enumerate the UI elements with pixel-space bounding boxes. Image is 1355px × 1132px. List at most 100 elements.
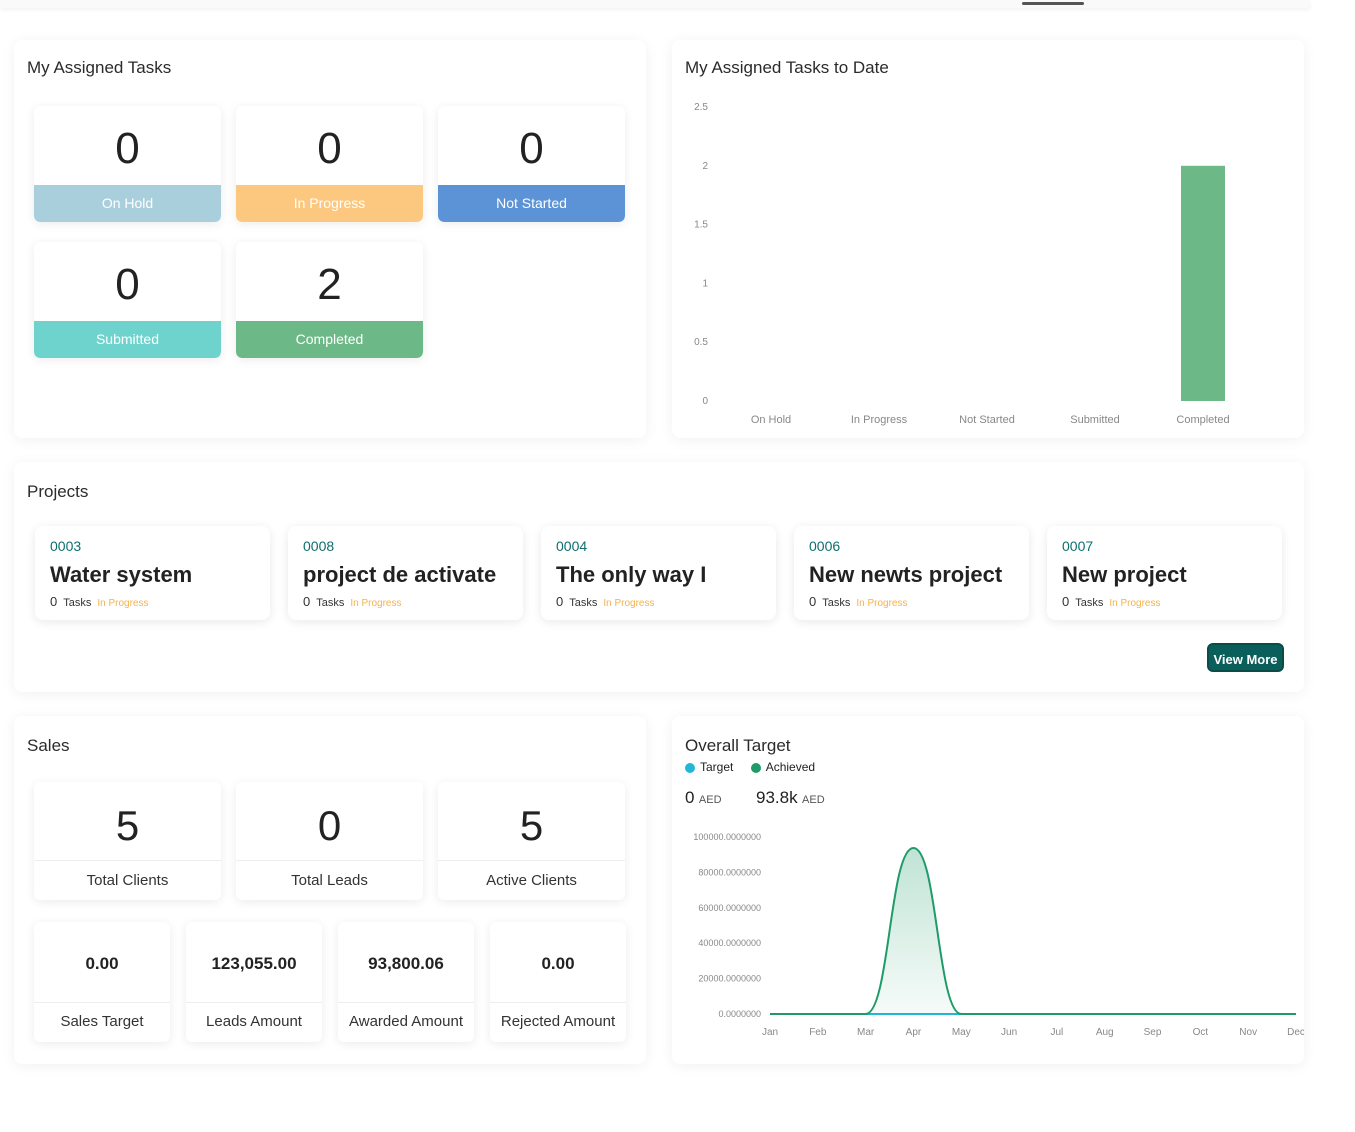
y-tick-label: 0	[702, 396, 708, 407]
x-tick-label: May	[952, 1027, 971, 1038]
legend-target-label: Target	[700, 760, 734, 774]
legend-item-achieved[interactable]: Achieved	[750, 760, 816, 774]
leads-amount-card[interactable]: 123,055.00 Leads Amount	[186, 922, 322, 1042]
sales-title: Sales	[27, 736, 70, 755]
y-tick-label: 1.5	[694, 220, 708, 231]
project-card[interactable]: 0003 Water system 0 Tasks In Progress	[35, 526, 270, 620]
bar-completed	[1181, 165, 1225, 401]
card-divider	[186, 1002, 322, 1003]
project-tasks-word: Tasks	[569, 597, 598, 609]
rejected-amount-card[interactable]: 0.00 Rejected Amount	[490, 922, 626, 1042]
completed-card[interactable]: 2 Completed	[236, 242, 423, 358]
x-tick-label: Jul	[1051, 1027, 1064, 1038]
y-tick-label: 0.5	[694, 337, 708, 348]
top-bar	[0, 0, 1310, 8]
project-card[interactable]: 0004 The only way I 0 Tasks In Progress	[541, 526, 776, 620]
target-legend-dot	[685, 762, 695, 773]
project-name: New newts project	[809, 562, 1003, 587]
x-tick-label: Oct	[1193, 1027, 1209, 1038]
awarded-amount-card[interactable]: 93,800.06 Awarded Amount	[338, 922, 474, 1042]
total-leads-value: 0	[317, 802, 342, 849]
project-task-count: 0	[50, 594, 58, 609]
submitted-label: Submitted	[34, 321, 221, 358]
x-tick-label: Aug	[1096, 1027, 1114, 1038]
project-card[interactable]: 0006 New newts project 0 Tasks In Progress	[794, 526, 1029, 620]
project-name: The only way I	[556, 562, 707, 587]
y-tick-label: 20000.0000000	[698, 974, 761, 984]
in-progress-label: In Progress	[236, 185, 423, 222]
in-progress-card[interactable]: 0 In Progress	[236, 106, 423, 222]
tasks-to-date-title: My Assigned Tasks to Date	[685, 58, 889, 77]
projects-panel: Projects 0003 Water system 0 Tasks In Prog…	[14, 462, 1304, 692]
target-totals: 0 AED 93.8k AED	[685, 788, 825, 808]
overall-target-chart: 0.0000000 20000.0000000 40000.0000000 60000…	[693, 832, 1304, 1038]
project-tasks-word: Tasks	[316, 597, 345, 609]
project-task-count: 0	[809, 594, 817, 609]
project-card[interactable]: 0008 project de activate 0 Tasks In Progre…	[288, 526, 523, 620]
total-clients-label: Total Clients	[86, 872, 169, 889]
project-meta: 0 Tasks In Progress	[809, 594, 908, 609]
submitted-count: 0	[115, 260, 140, 309]
awarded-amount-label: Awarded Amount	[349, 1013, 463, 1030]
project-code: 0008	[303, 538, 335, 554]
card-divider	[490, 1002, 626, 1003]
legend-achieved-label: Achieved	[765, 760, 816, 774]
completed-label: Completed	[236, 321, 423, 358]
project-status: In Progress	[97, 598, 149, 609]
y-tick-label: 0.0000000	[718, 1009, 761, 1019]
target-total-value: 0	[685, 788, 695, 807]
not-started-count: 0	[519, 124, 544, 173]
project-name: project de activate	[303, 562, 497, 587]
sales-target-card[interactable]: 0.00 Sales Target	[34, 922, 170, 1042]
x-tick-label: Completed	[1176, 414, 1229, 426]
project-card[interactable]: 0007 New project 0 Tasks In Progress	[1047, 526, 1282, 620]
not-started-card[interactable]: 0 Not Started	[438, 106, 625, 222]
y-tick-label: 2.5	[694, 102, 708, 113]
x-tick-label: Nov	[1239, 1027, 1257, 1038]
overall-target-title: Overall Target	[685, 736, 791, 755]
project-tasks-word: Tasks	[1075, 597, 1104, 609]
x-tick-label: Jan	[762, 1027, 778, 1038]
sales-panel: Sales 5 Total Clients 0 Total Leads 5 Ac…	[14, 716, 646, 1064]
x-tick-label: Apr	[906, 1027, 922, 1038]
project-code: 0006	[809, 538, 841, 554]
y-tick-label: 80000.0000000	[698, 867, 761, 877]
y-tick-label: 60000.0000000	[698, 903, 761, 913]
y-tick-label: 1	[702, 278, 708, 289]
active-clients-value: 5	[519, 802, 544, 849]
x-tick-label: Mar	[857, 1027, 875, 1038]
active-clients-card[interactable]: 5 Active Clients	[438, 782, 625, 900]
card-divider	[34, 1002, 170, 1003]
x-tick-label: On Hold	[751, 414, 791, 426]
project-meta: 0 Tasks In Progress	[556, 594, 655, 609]
view-more-button[interactable]: View More	[1207, 643, 1284, 672]
leads-amount-value: 123,055.00	[211, 954, 297, 973]
y-tick-label: 40000.0000000	[698, 938, 761, 948]
total-clients-card[interactable]: 5 Total Clients	[34, 782, 221, 900]
on-hold-card[interactable]: 0 On Hold	[34, 106, 221, 222]
card-divider	[338, 1002, 474, 1003]
not-started-label: Not Started	[438, 185, 625, 222]
achieved-series-area	[770, 847, 1296, 1014]
on-hold-count: 0	[115, 124, 140, 173]
rejected-amount-label: Rejected Amount	[500, 1013, 616, 1030]
tasks-to-date-panel: My Assigned Tasks to Date 0 0.5 1 1.5 2 2.5 On…	[672, 40, 1304, 438]
total-clients-value: 5	[115, 802, 140, 849]
legend-item-target[interactable]: Target	[685, 760, 733, 774]
card-divider	[34, 860, 221, 861]
project-meta: 0 Tasks In Progress	[50, 594, 149, 609]
card-divider	[236, 860, 423, 861]
x-tick-label: Not Started	[959, 414, 1015, 426]
total-leads-card[interactable]: 0 Total Leads	[236, 782, 423, 900]
rejected-amount-value: 0.00	[541, 954, 575, 973]
project-code: 0003	[50, 538, 82, 554]
x-tick-label: Sep	[1144, 1027, 1162, 1038]
on-hold-label: On Hold	[34, 185, 221, 222]
assigned-tasks-title: My Assigned Tasks	[27, 58, 172, 77]
submitted-card[interactable]: 0 Submitted	[34, 242, 221, 358]
y-tick-label: 100000.0000000	[693, 832, 761, 842]
x-tick-label: Submitted	[1070, 414, 1120, 426]
assigned-tasks-panel: My Assigned Tasks 0 On Hold 0 In Progres…	[14, 40, 646, 438]
project-tasks-word: Tasks	[822, 597, 851, 609]
total-leads-label: Total Leads	[291, 872, 368, 889]
